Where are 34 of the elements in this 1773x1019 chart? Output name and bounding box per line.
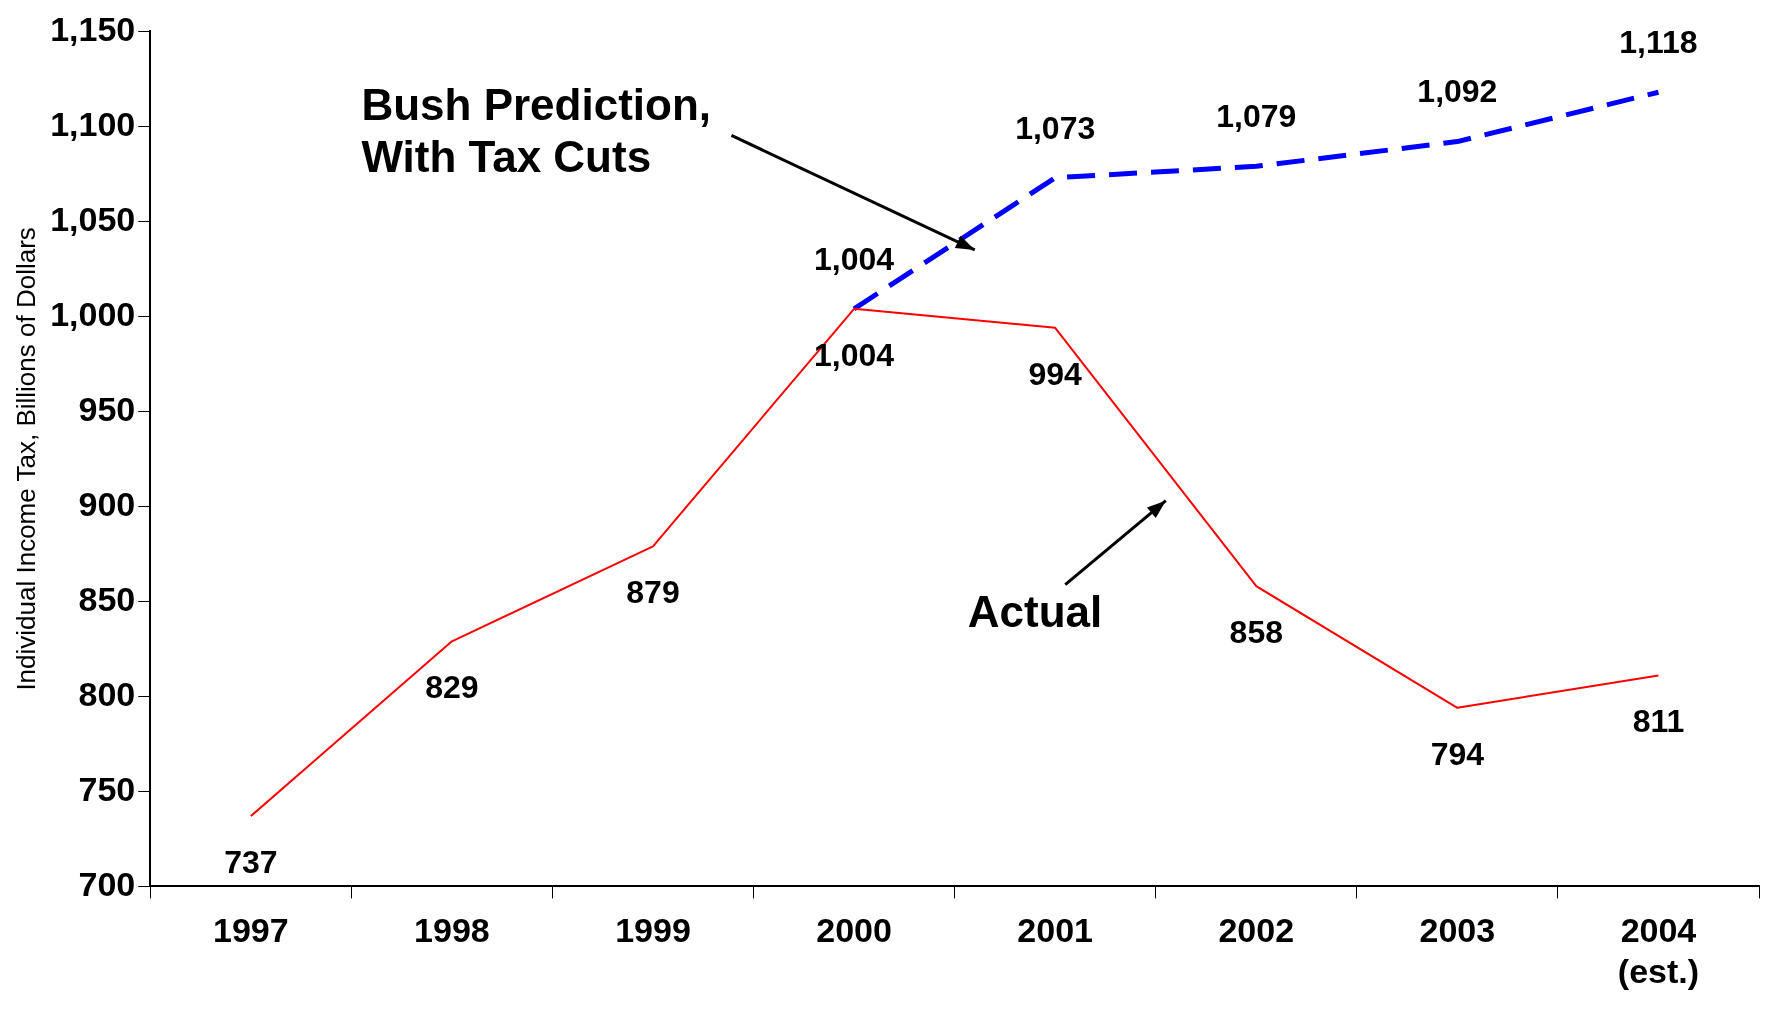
- y-tick-label: 1,050: [50, 199, 136, 238]
- x-tick-label: 2003: [1419, 911, 1496, 950]
- x-tick-label: 1999: [615, 911, 691, 950]
- data-label: 811: [1632, 703, 1685, 740]
- data-label: 1,004: [814, 336, 895, 373]
- data-label: 858: [1229, 614, 1283, 651]
- y-tick-label: 1,150: [50, 9, 136, 48]
- y-tick-label: 800: [78, 674, 136, 713]
- data-label: 1,118: [1619, 24, 1698, 61]
- text: Actual: [967, 586, 1103, 636]
- x-tick-label: 2004 (est.): [1617, 911, 1700, 990]
- data-label: 879: [626, 574, 680, 611]
- y-tick-label: 900: [78, 484, 136, 523]
- data-label: 1,079: [1216, 98, 1297, 135]
- y-tick-label: 1,000: [50, 294, 136, 333]
- data-label: 829: [425, 669, 479, 706]
- y-tick-label: 1,100: [50, 104, 136, 143]
- data-label: 1,004: [814, 240, 895, 277]
- y-axis-title: Individual Income Tax, Billions of Dollars: [10, 227, 41, 691]
- y-tick-label: 950: [78, 389, 136, 428]
- x-tick-label: 2001: [1017, 911, 1094, 950]
- x-tick-label: 1997: [213, 911, 289, 950]
- text: Bush Prediction, With Tax Cuts: [361, 79, 712, 181]
- data-label: 994: [1028, 355, 1083, 392]
- y-tick-label: 750: [78, 769, 136, 808]
- data-label: 1,073: [1015, 109, 1096, 146]
- data-label: 1,092: [1417, 73, 1498, 110]
- data-label: 737: [224, 843, 278, 880]
- x-tick-label: 2002: [1218, 911, 1295, 950]
- data-label: 794: [1430, 735, 1485, 772]
- x-tick-label: 2000: [816, 911, 892, 950]
- y-tick-label: 850: [78, 579, 136, 618]
- y-tick-label: 700: [78, 864, 136, 903]
- x-tick-label: 1998: [414, 911, 490, 950]
